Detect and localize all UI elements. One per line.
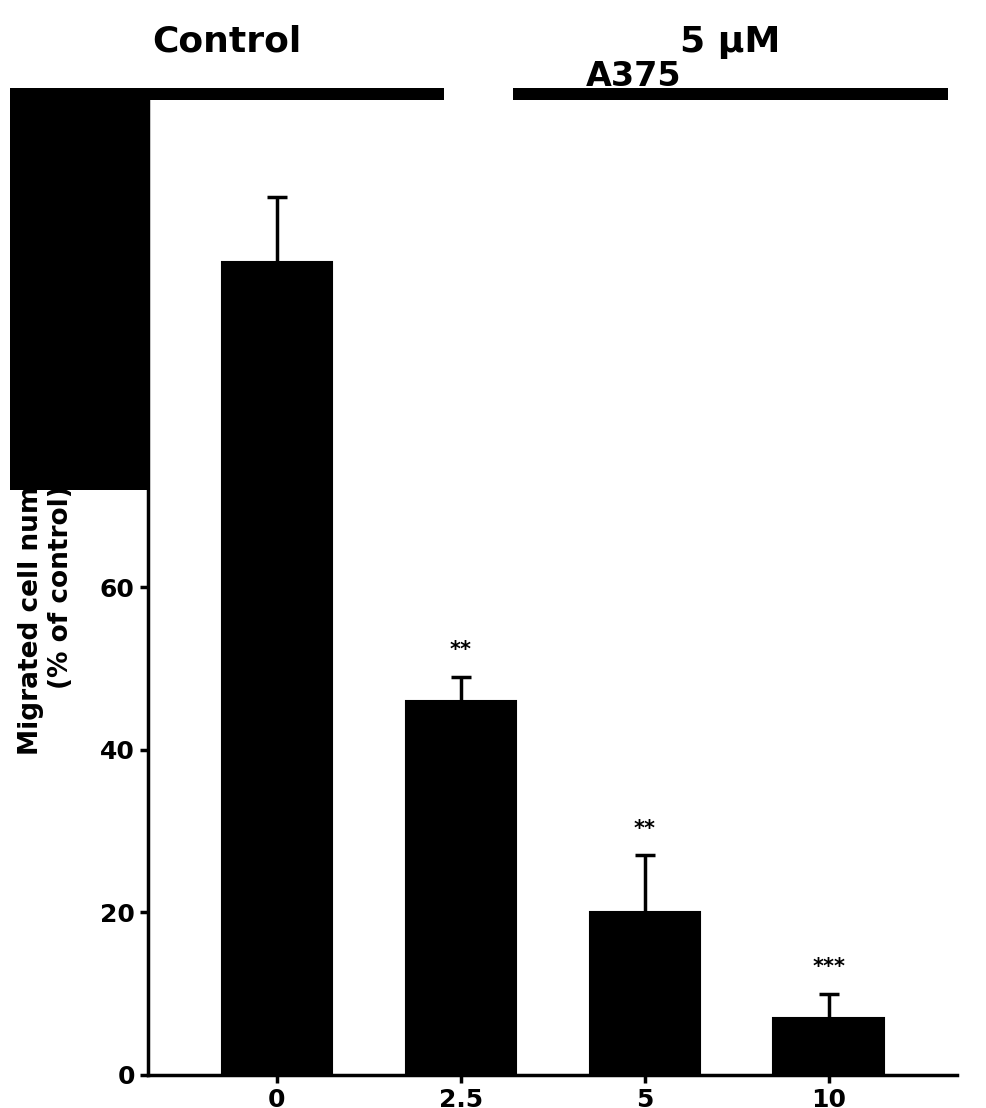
Bar: [405, 701, 516, 1075]
Bar: [513, 89, 947, 490]
Y-axis label: Migrated cell numbers
(% of control): Migrated cell numbers (% of control): [18, 420, 74, 755]
Bar: [773, 1018, 882, 1075]
Text: **: **: [633, 819, 655, 839]
Bar: [10, 89, 444, 490]
Bar: [589, 912, 699, 1075]
Text: 5 μM: 5 μM: [679, 24, 780, 59]
Text: Control: Control: [152, 24, 302, 59]
Text: ***: ***: [811, 957, 844, 977]
Text: **: **: [450, 640, 471, 660]
Title: A375: A375: [586, 60, 680, 93]
Bar: [222, 263, 331, 1075]
